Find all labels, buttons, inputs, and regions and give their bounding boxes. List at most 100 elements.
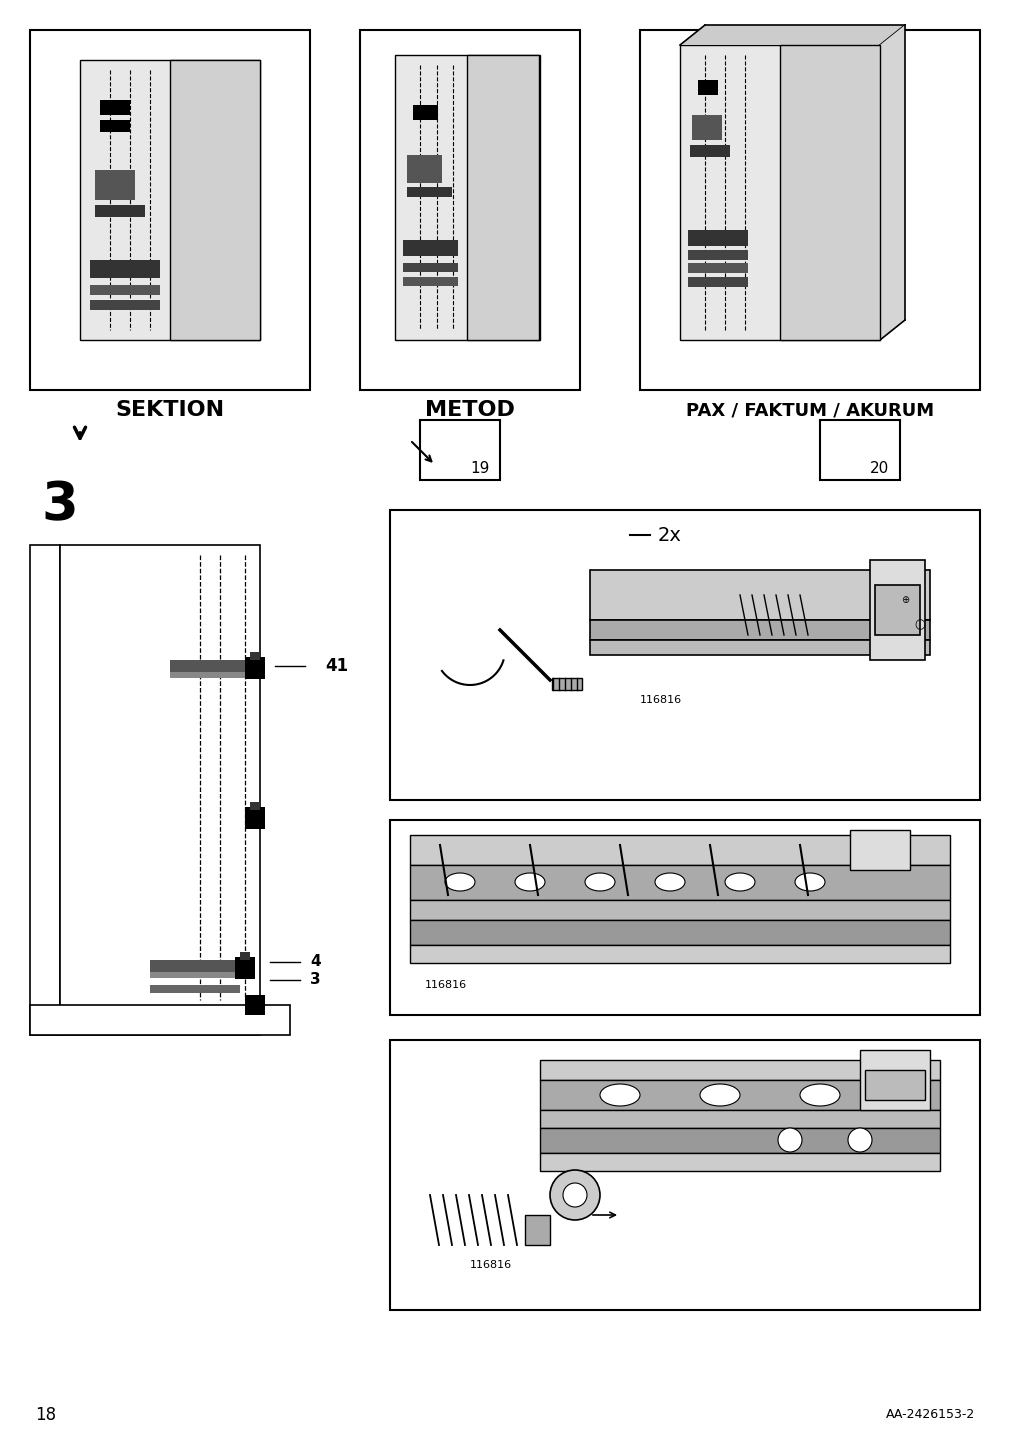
Bar xyxy=(389,510,979,800)
Bar xyxy=(245,808,265,829)
Bar xyxy=(394,54,540,339)
Text: 18: 18 xyxy=(35,1406,56,1423)
Bar xyxy=(692,115,721,140)
Text: 41: 41 xyxy=(325,657,348,674)
Text: SEKTION: SEKTION xyxy=(115,400,224,420)
Bar xyxy=(30,30,309,390)
Bar xyxy=(687,276,747,286)
Bar xyxy=(95,205,145,218)
Bar xyxy=(525,1214,549,1244)
Bar xyxy=(150,985,240,992)
Bar xyxy=(235,957,255,979)
Bar xyxy=(409,919,949,945)
Text: METOD: METOD xyxy=(425,400,515,420)
Bar xyxy=(679,44,880,339)
Text: 19: 19 xyxy=(470,461,489,475)
Text: 116816: 116816 xyxy=(639,695,681,705)
Bar xyxy=(869,560,924,660)
Bar xyxy=(690,145,729,158)
Bar xyxy=(849,831,909,871)
Text: ⊕: ⊕ xyxy=(900,596,908,604)
Circle shape xyxy=(847,1128,871,1151)
Bar xyxy=(60,546,260,1035)
Bar xyxy=(100,120,129,132)
Bar xyxy=(90,285,160,295)
Ellipse shape xyxy=(724,874,754,891)
Text: ○: ○ xyxy=(914,619,924,632)
Bar xyxy=(540,1153,939,1171)
Text: PAX / FAKTUM / AKURUM: PAX / FAKTUM / AKURUM xyxy=(685,401,933,420)
Bar xyxy=(779,44,880,339)
Bar xyxy=(540,1128,939,1153)
Ellipse shape xyxy=(800,1084,839,1106)
Bar xyxy=(250,652,260,660)
Bar xyxy=(360,30,579,390)
Bar xyxy=(687,231,747,246)
Text: 116816: 116816 xyxy=(469,1260,512,1270)
Text: AA-2426153-2: AA-2426153-2 xyxy=(885,1409,974,1422)
Text: 116816: 116816 xyxy=(425,979,467,990)
Bar xyxy=(170,672,250,677)
Bar xyxy=(698,80,717,95)
Bar xyxy=(589,640,929,654)
Text: 20: 20 xyxy=(869,461,889,475)
Ellipse shape xyxy=(445,874,474,891)
Bar xyxy=(30,546,60,1035)
Bar xyxy=(551,677,581,690)
Bar xyxy=(466,54,539,339)
Bar xyxy=(95,170,134,200)
Bar xyxy=(90,299,160,309)
Ellipse shape xyxy=(515,874,545,891)
Ellipse shape xyxy=(600,1084,639,1106)
Bar xyxy=(170,60,260,339)
Bar xyxy=(540,1110,939,1128)
Bar xyxy=(406,188,452,198)
Bar xyxy=(859,1050,929,1110)
Circle shape xyxy=(549,1170,600,1220)
Text: 3: 3 xyxy=(41,478,78,531)
Bar xyxy=(402,276,458,286)
Bar xyxy=(540,1080,939,1110)
Bar xyxy=(409,835,949,865)
Ellipse shape xyxy=(584,874,615,891)
Bar xyxy=(875,586,919,634)
Bar xyxy=(240,952,250,959)
Polygon shape xyxy=(679,24,904,44)
Bar xyxy=(409,899,949,919)
Bar xyxy=(170,660,250,672)
Bar xyxy=(412,105,438,120)
Bar xyxy=(406,155,442,183)
Bar xyxy=(402,241,458,256)
Bar xyxy=(864,1070,924,1100)
Bar xyxy=(687,251,747,261)
Bar xyxy=(687,263,747,274)
Polygon shape xyxy=(880,24,904,339)
Bar xyxy=(389,1040,979,1310)
Text: 2x: 2x xyxy=(657,526,681,544)
Ellipse shape xyxy=(700,1084,739,1106)
Circle shape xyxy=(562,1183,586,1207)
Bar xyxy=(409,865,949,899)
Text: 3: 3 xyxy=(309,972,320,988)
Bar xyxy=(639,30,979,390)
Bar xyxy=(589,570,929,620)
Bar xyxy=(409,945,949,962)
Bar xyxy=(402,263,458,272)
Bar xyxy=(589,620,929,640)
Bar xyxy=(150,972,240,978)
Bar xyxy=(250,802,260,811)
Bar xyxy=(150,959,240,972)
Bar xyxy=(819,420,899,480)
Bar xyxy=(245,995,265,1015)
Bar xyxy=(30,1005,290,1035)
Circle shape xyxy=(777,1128,801,1151)
Bar xyxy=(245,657,265,679)
Text: 4: 4 xyxy=(309,955,320,969)
Bar xyxy=(80,60,260,339)
Bar xyxy=(540,1060,939,1080)
Bar xyxy=(420,420,499,480)
Bar xyxy=(389,821,979,1015)
Bar xyxy=(90,261,160,278)
Ellipse shape xyxy=(795,874,824,891)
Bar xyxy=(100,100,129,115)
